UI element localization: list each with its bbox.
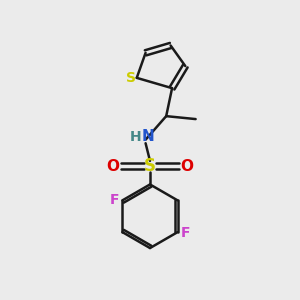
Text: O: O	[180, 159, 193, 174]
Text: F: F	[110, 193, 119, 207]
Text: S: S	[127, 71, 136, 85]
Text: H: H	[130, 130, 141, 144]
Text: N: N	[141, 129, 154, 144]
Text: F: F	[181, 226, 190, 240]
Text: S: S	[144, 157, 156, 175]
Text: O: O	[107, 159, 120, 174]
